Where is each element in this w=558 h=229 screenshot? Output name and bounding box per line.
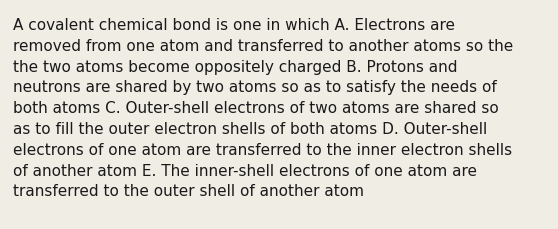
Text: of another atom E. The inner-shell electrons of one atom are: of another atom E. The inner-shell elect… xyxy=(13,163,477,178)
Text: electrons of one atom are transferred to the inner electron shells: electrons of one atom are transferred to… xyxy=(13,142,512,157)
Text: both atoms C. Outer-shell electrons of two atoms are shared so: both atoms C. Outer-shell electrons of t… xyxy=(13,101,499,116)
Text: neutrons are shared by two atoms so as to satisfy the needs of: neutrons are shared by two atoms so as t… xyxy=(13,80,497,95)
Text: the two atoms become oppositely charged B. Protons and: the two atoms become oppositely charged … xyxy=(13,59,458,74)
Text: as to fill the outer electron shells of both atoms D. Outer-shell: as to fill the outer electron shells of … xyxy=(13,121,487,136)
Text: removed from one atom and transferred to another atoms so the: removed from one atom and transferred to… xyxy=(13,39,513,54)
Text: transferred to the outer shell of another atom: transferred to the outer shell of anothe… xyxy=(13,184,364,199)
Text: A covalent chemical bond is one in which A. Electrons are: A covalent chemical bond is one in which… xyxy=(13,18,455,33)
